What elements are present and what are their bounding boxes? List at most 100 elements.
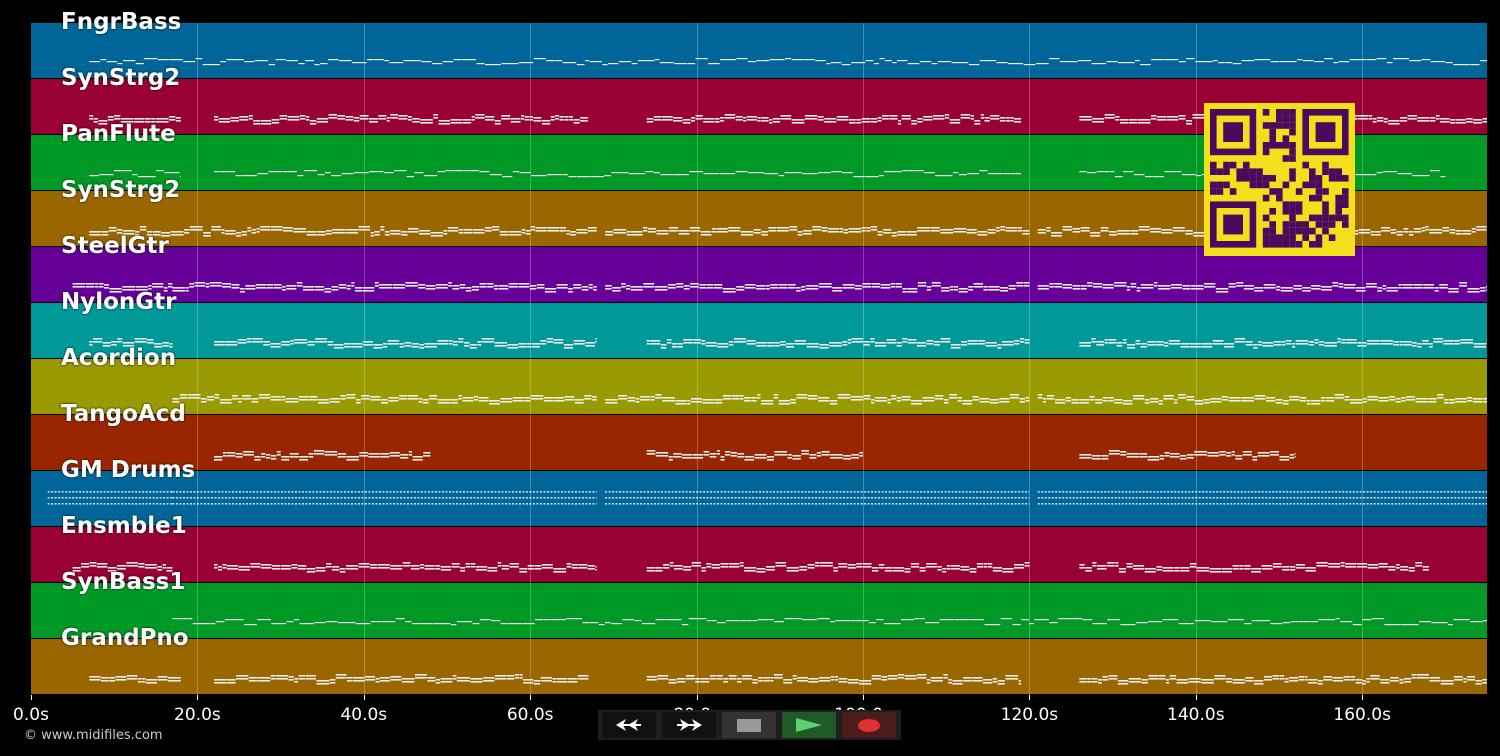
note	[450, 122, 462, 124]
note	[142, 503, 145, 505]
note	[175, 497, 178, 499]
note	[221, 232, 225, 234]
note	[382, 343, 388, 345]
note	[529, 503, 532, 505]
note	[1059, 61, 1078, 63]
note	[986, 497, 989, 499]
note	[200, 401, 207, 403]
note	[682, 491, 685, 493]
play-button[interactable]	[782, 712, 836, 738]
note	[343, 497, 346, 499]
note	[1156, 116, 1167, 118]
note	[89, 344, 93, 346]
note	[134, 234, 140, 236]
note	[1279, 675, 1285, 677]
note	[1097, 503, 1100, 505]
note	[1358, 229, 1371, 231]
note	[1395, 564, 1400, 566]
note	[399, 491, 402, 493]
note	[867, 497, 870, 499]
note	[780, 341, 786, 343]
note	[983, 289, 988, 291]
note	[797, 491, 800, 493]
note	[902, 341, 908, 343]
note	[838, 563, 848, 565]
note	[1226, 503, 1229, 505]
note	[419, 344, 424, 346]
note	[303, 170, 318, 172]
note	[923, 491, 926, 493]
stop-button[interactable]	[722, 712, 776, 738]
note	[1079, 681, 1087, 683]
note	[144, 121, 151, 123]
note	[1366, 503, 1369, 505]
note	[1195, 497, 1198, 499]
note	[497, 503, 500, 505]
note	[1022, 230, 1030, 232]
note	[75, 491, 78, 493]
note	[1331, 497, 1334, 499]
note	[1224, 346, 1235, 348]
note	[972, 396, 979, 398]
note	[1193, 232, 1205, 234]
note	[626, 234, 630, 236]
note	[1331, 491, 1334, 493]
note	[287, 503, 290, 505]
note	[668, 230, 679, 232]
note	[937, 569, 942, 571]
note	[1436, 497, 1439, 499]
note	[790, 399, 796, 401]
note	[967, 340, 978, 342]
note	[807, 564, 815, 566]
record-button[interactable]	[842, 712, 896, 738]
note	[1343, 679, 1351, 681]
note	[1419, 621, 1431, 623]
note	[626, 231, 630, 233]
note	[214, 682, 227, 684]
note	[169, 59, 183, 61]
note	[948, 503, 951, 505]
note	[123, 60, 136, 62]
note	[378, 115, 387, 117]
note	[475, 569, 487, 571]
note	[1207, 455, 1219, 457]
note	[1237, 497, 1240, 499]
note	[1232, 682, 1245, 684]
note	[1176, 679, 1189, 681]
note	[1021, 491, 1024, 493]
note	[775, 562, 787, 564]
note	[218, 566, 223, 568]
note	[120, 118, 133, 120]
note	[435, 568, 441, 570]
note	[926, 566, 937, 568]
note	[406, 491, 409, 493]
note	[1426, 497, 1429, 499]
note	[344, 343, 351, 345]
note	[1391, 491, 1394, 493]
note	[1395, 401, 1401, 403]
note	[189, 226, 203, 228]
note	[1415, 497, 1418, 499]
note	[254, 60, 269, 62]
note	[1443, 503, 1446, 505]
note	[829, 342, 842, 344]
fast-forward-button[interactable]	[662, 712, 716, 738]
note	[930, 680, 943, 682]
note	[1363, 491, 1366, 493]
note	[1100, 491, 1103, 493]
note	[374, 282, 379, 284]
note	[1471, 503, 1474, 505]
note	[1151, 115, 1157, 117]
note	[780, 497, 783, 499]
note	[848, 228, 862, 230]
note	[553, 568, 567, 570]
note	[706, 497, 709, 499]
rewind-button[interactable]	[602, 712, 656, 738]
note	[1383, 118, 1388, 120]
note	[149, 503, 152, 505]
note	[794, 497, 797, 499]
note	[1051, 235, 1062, 237]
note	[1079, 503, 1082, 505]
note	[250, 563, 261, 565]
note	[493, 288, 499, 290]
